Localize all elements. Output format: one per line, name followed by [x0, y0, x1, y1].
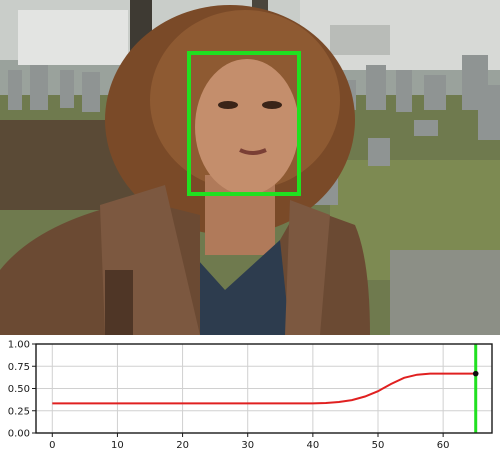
x-tick-label: 50	[372, 440, 385, 451]
x-tick-label: 10	[111, 440, 124, 451]
x-tick-label: 40	[306, 440, 319, 451]
x-tick-label: 20	[176, 440, 189, 451]
y-tick-label: 0.25	[8, 406, 30, 417]
series-line	[52, 372, 476, 405]
video-frame-image	[0, 0, 500, 335]
x-tick-label: 30	[241, 440, 254, 451]
confidence-line-chart: 0 10 20 30 40 50 60 0.00 0.25 0.50 0.75 1.00	[8, 340, 493, 451]
scene-illustration	[0, 0, 500, 335]
face-detection-box	[187, 51, 301, 196]
y-tick-label: 0.75	[8, 362, 30, 373]
y-tick-label: 1.00	[8, 340, 30, 351]
x-tick-label: 60	[437, 440, 450, 451]
y-tick-label: 0.00	[8, 429, 30, 440]
current-value-marker	[472, 370, 479, 377]
y-tick-label: 0.50	[8, 384, 30, 395]
axes-frame	[35, 343, 493, 434]
x-tick-label: 0	[49, 440, 55, 451]
